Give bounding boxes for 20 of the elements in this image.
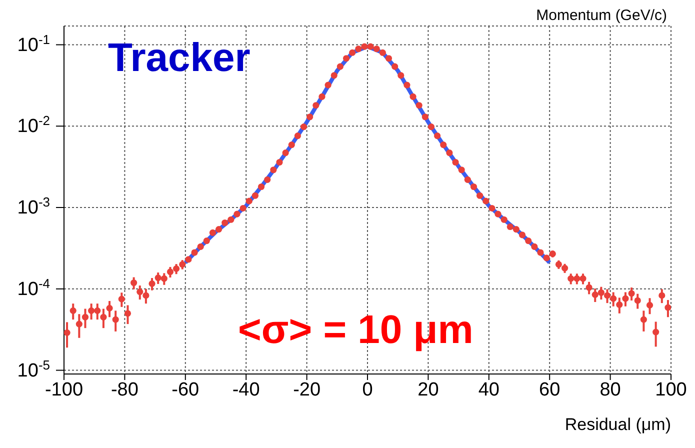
x-tick-label: -80 [110,379,138,400]
x-tick-label: 20 [418,379,439,400]
text: Momentum (GeV/c) [536,7,667,24]
x-tick-label: 100 [655,379,687,400]
y-tick-label: 10$^{-4}$ [17,275,50,300]
x-tick-label: -40 [232,379,260,400]
annotation: Tracker [108,36,250,80]
y-tick-label: 10$^{-5}$ [17,356,50,382]
x-tick-label: -100 [44,379,84,400]
x-tick-label: -60 [172,379,200,400]
x-tick-label: 40 [478,379,500,400]
annotation: <σ> = 10 μm [238,308,474,352]
y-tick-label: 10$^{-2}$ [17,112,50,138]
x-axis-title: Residual (μm) [564,415,671,434]
y-tick-label: 10$^{-1}$ [17,31,50,56]
y-tick-label: 10$^{-3}$ [17,194,50,219]
x-tick-label: 80 [600,379,621,400]
x-tick-label: 0 [362,379,373,400]
x-tick-label: 60 [539,379,560,400]
x-tick-label: -20 [293,379,321,400]
